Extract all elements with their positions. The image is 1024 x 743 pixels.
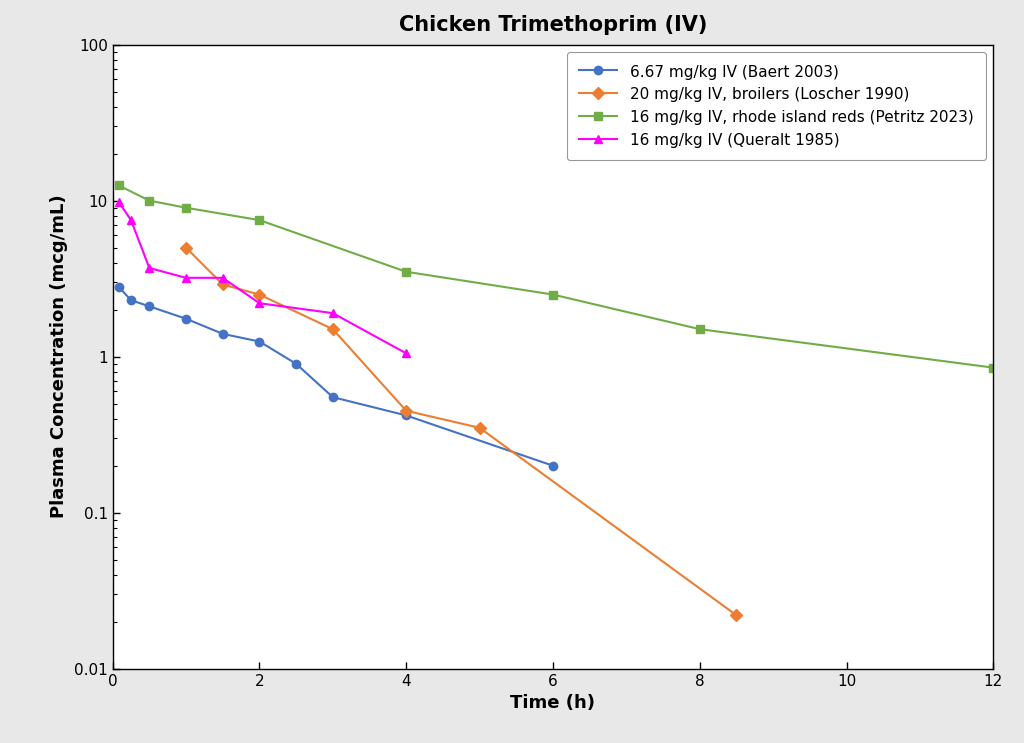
- Y-axis label: Plasma Concentration (mcg/mL): Plasma Concentration (mcg/mL): [50, 195, 69, 519]
- 16 mg/kg IV (Queralt 1985): [253, 299, 265, 308]
- 16 mg/kg IV, rhode island reds (Petritz 2023): [253, 215, 265, 224]
- 20 mg/kg IV, broilers (Loscher 1990): [473, 424, 485, 432]
- 16 mg/kg IV (Queralt 1985): [125, 215, 137, 224]
- Line: 6.67 mg/kg IV (Baert 2003): 6.67 mg/kg IV (Baert 2003): [115, 282, 557, 470]
- Legend: 6.67 mg/kg IV (Baert 2003), 20 mg/kg IV, broilers (Loscher 1990), 16 mg/kg IV, r: 6.67 mg/kg IV (Baert 2003), 20 mg/kg IV,…: [567, 52, 986, 160]
- 16 mg/kg IV, rhode island reds (Petritz 2023): [987, 363, 999, 372]
- 16 mg/kg IV (Queralt 1985): [400, 349, 413, 358]
- Line: 16 mg/kg IV, rhode island reds (Petritz 2023): 16 mg/kg IV, rhode island reds (Petritz …: [115, 181, 997, 372]
- 16 mg/kg IV (Queralt 1985): [216, 273, 228, 282]
- 6.67 mg/kg IV (Baert 2003): [547, 461, 559, 470]
- X-axis label: Time (h): Time (h): [510, 694, 596, 712]
- 16 mg/kg IV (Queralt 1985): [180, 273, 193, 282]
- 16 mg/kg IV (Queralt 1985): [113, 198, 125, 207]
- 20 mg/kg IV, broilers (Loscher 1990): [730, 611, 742, 620]
- Title: Chicken Trimethoprim (IV): Chicken Trimethoprim (IV): [398, 15, 708, 35]
- 6.67 mg/kg IV (Baert 2003): [180, 314, 193, 323]
- 6.67 mg/kg IV (Baert 2003): [125, 296, 137, 305]
- 6.67 mg/kg IV (Baert 2003): [290, 360, 302, 369]
- 20 mg/kg IV, broilers (Loscher 1990): [253, 290, 265, 299]
- 20 mg/kg IV, broilers (Loscher 1990): [180, 243, 193, 252]
- 6.67 mg/kg IV (Baert 2003): [113, 282, 125, 291]
- 20 mg/kg IV, broilers (Loscher 1990): [216, 280, 228, 289]
- 16 mg/kg IV, rhode island reds (Petritz 2023): [693, 325, 706, 334]
- 16 mg/kg IV, rhode island reds (Petritz 2023): [180, 204, 193, 212]
- 20 mg/kg IV, broilers (Loscher 1990): [327, 325, 339, 334]
- Line: 20 mg/kg IV, broilers (Loscher 1990): 20 mg/kg IV, broilers (Loscher 1990): [182, 244, 740, 620]
- 16 mg/kg IV, rhode island reds (Petritz 2023): [400, 267, 413, 276]
- 6.67 mg/kg IV (Baert 2003): [400, 411, 413, 420]
- 6.67 mg/kg IV (Baert 2003): [327, 393, 339, 402]
- Line: 16 mg/kg IV (Queralt 1985): 16 mg/kg IV (Queralt 1985): [115, 198, 411, 357]
- 16 mg/kg IV, rhode island reds (Petritz 2023): [547, 290, 559, 299]
- 16 mg/kg IV, rhode island reds (Petritz 2023): [143, 196, 156, 205]
- 6.67 mg/kg IV (Baert 2003): [216, 329, 228, 338]
- 16 mg/kg IV (Queralt 1985): [327, 308, 339, 317]
- 16 mg/kg IV (Queralt 1985): [143, 264, 156, 273]
- 20 mg/kg IV, broilers (Loscher 1990): [400, 406, 413, 415]
- 6.67 mg/kg IV (Baert 2003): [143, 302, 156, 311]
- 16 mg/kg IV, rhode island reds (Petritz 2023): [113, 181, 125, 190]
- 6.67 mg/kg IV (Baert 2003): [253, 337, 265, 346]
